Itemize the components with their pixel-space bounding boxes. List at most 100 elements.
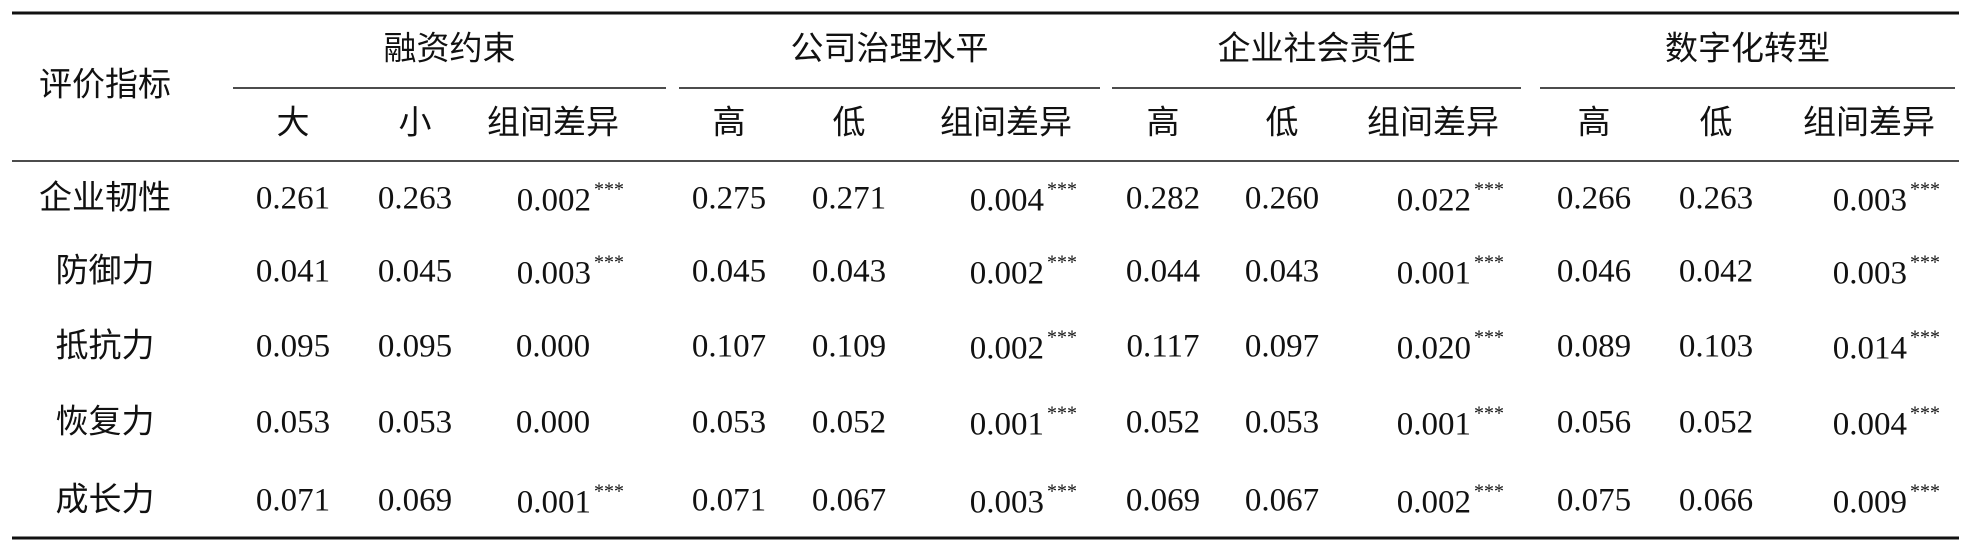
cell-value: 0.053: [256, 405, 330, 441]
cell-value: 0.089: [1557, 329, 1631, 365]
column-header: 组间差异: [487, 105, 619, 142]
cell-value: 0.002: [970, 331, 1044, 367]
cell-value: 0.003: [517, 256, 591, 292]
cell-value: 0.261: [256, 181, 330, 217]
cell-value: 0.043: [1245, 254, 1319, 290]
group-header: 企业社会责任: [1218, 31, 1416, 68]
cell-value: 0.103: [1679, 329, 1753, 365]
cell-value: 0.001: [517, 485, 591, 521]
cell-value: 0.045: [378, 254, 452, 290]
cell-value: 0.043: [812, 254, 886, 290]
column-header: 低: [1700, 105, 1733, 142]
cell-value: 0.069: [378, 483, 452, 519]
significance: ***: [1047, 179, 1077, 201]
cell-value: 0.071: [692, 483, 766, 519]
cell-value: 0.271: [812, 181, 886, 217]
cell-value: 0.052: [1126, 405, 1200, 441]
cell-value: 0.000: [516, 405, 590, 441]
row-label: 恢复力: [56, 404, 155, 441]
significance: ***: [1047, 252, 1077, 274]
cell-value: 0.053: [378, 405, 452, 441]
cell-value: 0.004: [1833, 407, 1907, 443]
corner-header: 评价指标: [39, 67, 171, 104]
column-header: 组间差异: [1803, 105, 1935, 142]
column-header: 组间差异: [940, 105, 1072, 142]
cell-value: 0.067: [1245, 483, 1319, 519]
significance: ***: [594, 481, 624, 503]
cell-value: 0.075: [1557, 483, 1631, 519]
cell-value: 0.052: [1679, 405, 1753, 441]
column-header: 高: [1578, 105, 1611, 142]
cell-value: 0.041: [256, 254, 330, 290]
significance: ***: [1910, 481, 1940, 503]
cell-value: 0.053: [692, 405, 766, 441]
cell-value: 0.014: [1833, 331, 1907, 367]
cell-value: 0.067: [812, 483, 886, 519]
column-header: 大: [277, 105, 310, 142]
cell-value: 0.095: [378, 329, 452, 365]
cell-value: 0.095: [256, 329, 330, 365]
row-label: 企业韧性: [39, 180, 171, 217]
group-header: 融资约束: [384, 31, 516, 68]
cell-value: 0.109: [812, 329, 886, 365]
cell-value: 0.263: [378, 181, 452, 217]
cell-value: 0.275: [692, 181, 766, 217]
significance: ***: [1910, 252, 1940, 274]
cell-value: 0.069: [1126, 483, 1200, 519]
cell-value: 0.002: [517, 183, 591, 219]
cell-value: 0.066: [1679, 483, 1753, 519]
cell-value: 0.000: [516, 329, 590, 365]
significance: ***: [1910, 403, 1940, 425]
cell-value: 0.053: [1245, 405, 1319, 441]
cell-value: 0.022: [1397, 183, 1471, 219]
cell-value: 0.097: [1245, 329, 1319, 365]
cell-value: 0.002: [970, 256, 1044, 292]
cell-value: 0.044: [1126, 254, 1200, 290]
significance: ***: [594, 179, 624, 201]
column-header: 高: [1147, 105, 1180, 142]
cell-value: 0.052: [812, 405, 886, 441]
cell-value: 0.042: [1679, 254, 1753, 290]
significance: ***: [1474, 252, 1504, 274]
cell-value: 0.107: [692, 329, 766, 365]
significance: ***: [1047, 403, 1077, 425]
significance: ***: [1474, 481, 1504, 503]
significance: ***: [1474, 403, 1504, 425]
significance: ***: [1474, 327, 1504, 349]
cell-value: 0.046: [1557, 254, 1631, 290]
cell-value: 0.020: [1397, 331, 1471, 367]
cell-value: 0.003: [970, 485, 1044, 521]
significance: ***: [594, 252, 624, 274]
row-label: 抵抗力: [56, 328, 155, 365]
significance: ***: [1047, 481, 1077, 503]
column-header: 小: [399, 106, 432, 142]
row-label: 成长力: [56, 482, 155, 519]
cell-value: 0.071: [256, 483, 330, 519]
cell-value: 0.266: [1557, 181, 1631, 217]
cell-value: 0.263: [1679, 181, 1753, 217]
cell-value: 0.002: [1397, 485, 1471, 521]
cell-value: 0.001: [970, 407, 1044, 443]
column-header: 低: [1266, 105, 1299, 142]
row-label: 防御力: [56, 253, 155, 290]
significance: ***: [1047, 327, 1077, 349]
cell-value: 0.056: [1557, 405, 1631, 441]
group-header: 数字化转型: [1665, 31, 1830, 68]
column-header: 高: [713, 105, 746, 142]
cell-value: 0.001: [1397, 256, 1471, 292]
significance: ***: [1474, 179, 1504, 201]
group-header: 公司治理水平: [791, 31, 989, 68]
cell-value: 0.009: [1833, 485, 1907, 521]
significance: ***: [1910, 179, 1940, 201]
cell-value: 0.260: [1245, 181, 1319, 217]
significance: ***: [1910, 327, 1940, 349]
cell-value: 0.282: [1126, 181, 1200, 217]
cell-value: 0.045: [692, 254, 766, 290]
cell-value: 0.117: [1126, 329, 1199, 365]
cell-value: 0.003: [1833, 183, 1907, 219]
column-header: 低: [833, 105, 866, 142]
cell-value: 0.001: [1397, 407, 1471, 443]
cell-value: 0.003: [1833, 256, 1907, 292]
